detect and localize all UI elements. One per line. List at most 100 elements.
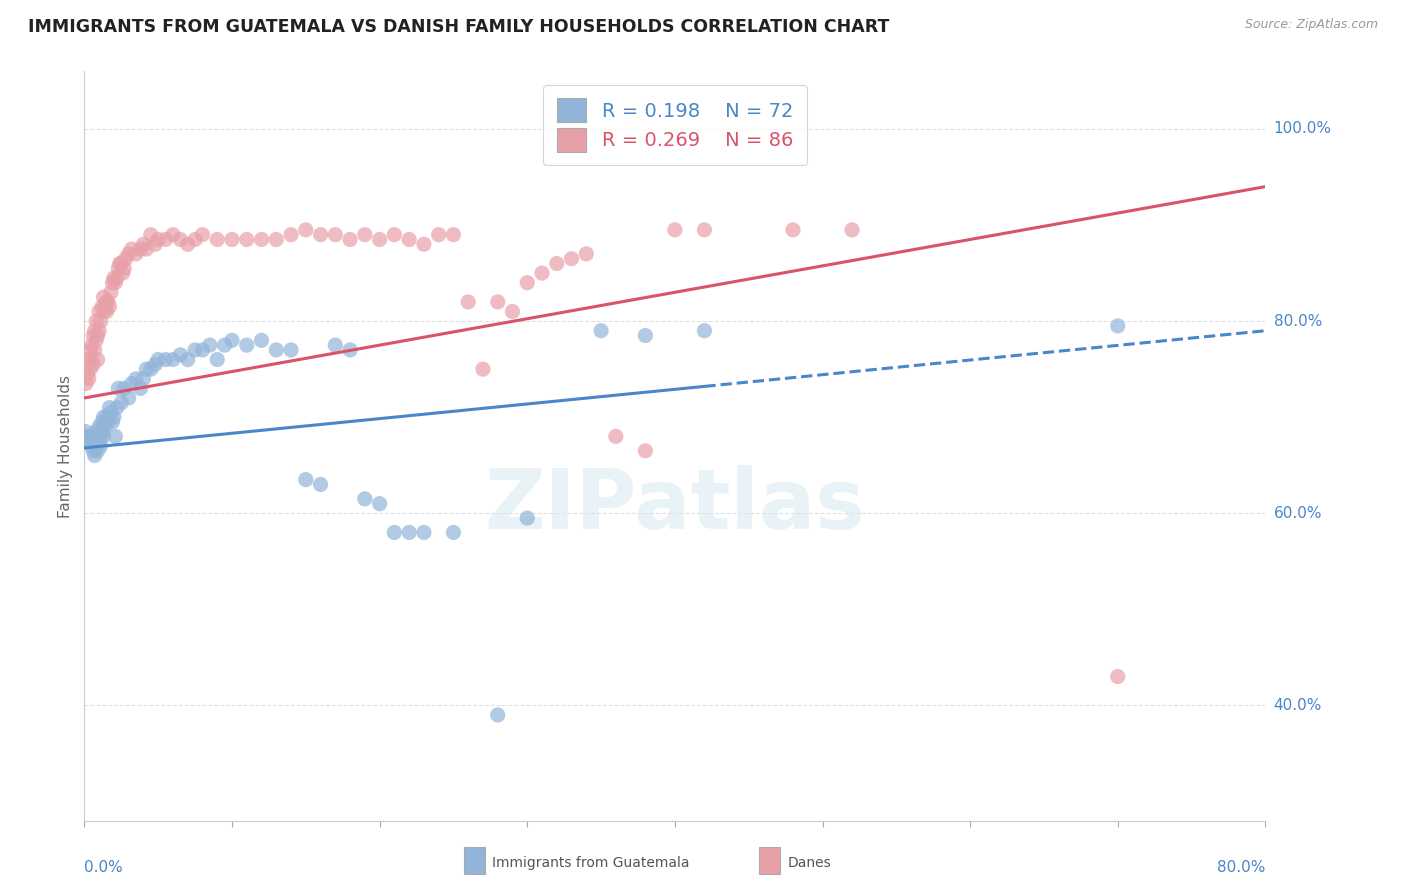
Point: [91, 300, 114, 314]
Point: [443, 525, 465, 540]
Point: [280, 343, 302, 357]
Point: [100, 285, 122, 300]
Point: [98, 300, 121, 314]
Point: [457, 294, 479, 309]
Point: [129, 242, 152, 256]
Point: [354, 227, 377, 242]
Point: [198, 338, 221, 352]
Point: [561, 252, 583, 266]
Point: [82, 328, 104, 343]
Point: [86, 328, 108, 343]
Point: [93, 290, 115, 304]
Point: [91, 415, 114, 429]
Point: [103, 271, 125, 285]
Point: [155, 352, 177, 367]
Point: [121, 376, 143, 391]
Point: [86, 352, 108, 367]
Point: [339, 232, 361, 246]
Text: Source: ZipAtlas.com: Source: ZipAtlas.com: [1244, 18, 1378, 31]
Point: [93, 304, 115, 318]
Point: [110, 256, 132, 270]
Point: [90, 429, 112, 443]
Point: [105, 271, 128, 285]
Point: [354, 491, 377, 506]
Point: [207, 232, 229, 246]
Point: [84, 334, 107, 348]
Point: [83, 324, 105, 338]
Point: [191, 343, 214, 357]
Point: [129, 381, 152, 395]
Point: [90, 314, 112, 328]
Point: [634, 328, 657, 343]
Point: [135, 362, 157, 376]
Point: [107, 261, 129, 276]
Point: [83, 343, 105, 357]
Point: [86, 443, 108, 458]
Point: [162, 352, 184, 367]
Point: [84, 425, 107, 439]
Point: [82, 443, 104, 458]
Point: [177, 352, 200, 367]
Point: [87, 324, 111, 338]
Point: [111, 266, 134, 280]
Point: [79, 362, 101, 376]
Point: [191, 227, 214, 242]
Point: [295, 473, 318, 487]
Point: [221, 334, 243, 348]
Point: [443, 227, 465, 242]
Text: Immigrants from Guatemala: Immigrants from Guatemala: [492, 855, 689, 870]
Point: [107, 381, 129, 395]
Y-axis label: Family Households: Family Households: [58, 375, 73, 517]
Point: [605, 429, 627, 443]
Text: IMMIGRANTS FROM GUATEMALA VS DANISH FAMILY HOUSEHOLDS CORRELATION CHART: IMMIGRANTS FROM GUATEMALA VS DANISH FAMI…: [28, 18, 890, 36]
Point: [531, 266, 554, 280]
Point: [1107, 318, 1129, 333]
Point: [96, 410, 118, 425]
Point: [139, 227, 162, 242]
Point: [693, 223, 716, 237]
Point: [94, 419, 117, 434]
Point: [368, 232, 391, 246]
Point: [413, 525, 436, 540]
Point: [143, 237, 166, 252]
Point: [693, 324, 716, 338]
Point: [169, 232, 191, 246]
Point: [575, 247, 598, 261]
Point: [82, 357, 104, 371]
Point: [104, 429, 127, 443]
Point: [75, 425, 97, 439]
Point: [155, 232, 177, 246]
Point: [132, 372, 155, 386]
Point: [250, 232, 273, 246]
Point: [135, 242, 157, 256]
Point: [1107, 669, 1129, 683]
Point: [139, 362, 162, 376]
Point: [162, 227, 184, 242]
Point: [97, 294, 120, 309]
Point: [634, 443, 657, 458]
Point: [309, 477, 332, 491]
Point: [84, 439, 107, 453]
Point: [368, 497, 391, 511]
Point: [427, 227, 450, 242]
Text: 80.0%: 80.0%: [1218, 860, 1265, 874]
Point: [546, 256, 568, 270]
Point: [93, 429, 115, 443]
Point: [339, 343, 361, 357]
Point: [221, 232, 243, 246]
Point: [325, 227, 347, 242]
Point: [148, 352, 170, 367]
Point: [184, 232, 207, 246]
Point: [591, 324, 613, 338]
Point: [177, 237, 200, 252]
Point: [118, 391, 141, 405]
Point: [80, 338, 103, 352]
Point: [486, 708, 509, 723]
Point: [76, 429, 98, 443]
Point: [214, 338, 236, 352]
Point: [236, 232, 259, 246]
Legend: R = 0.198    N = 72, R = 0.269    N = 86: R = 0.198 N = 72, R = 0.269 N = 86: [543, 85, 807, 165]
Point: [77, 352, 100, 367]
Point: [84, 314, 107, 328]
Point: [77, 434, 100, 449]
